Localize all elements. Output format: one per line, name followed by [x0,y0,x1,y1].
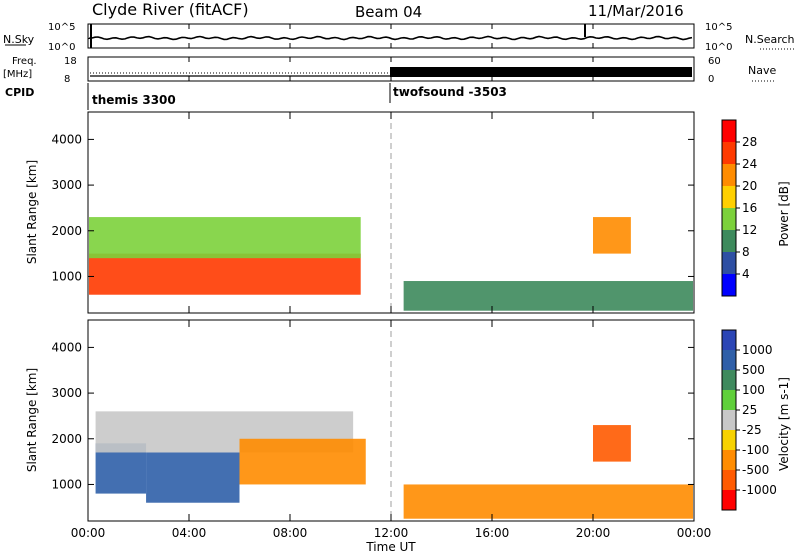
nsky-tick-bottom: 10^0 [48,42,75,53]
colorbar-tick-label: 4 [742,267,750,281]
nsky-trace [88,35,693,41]
power-colorbar: 28 24 20 16 12 8 4 [721,119,757,297]
colorbar-tick-label: -25 [742,423,762,437]
x-tick-label: 00:00 [71,526,106,540]
x-tick-label: 20:00 [576,526,611,540]
colorbar-tick-label: 1000 [742,343,773,357]
nave-tick-top: 60 [708,56,721,67]
colorbar-swatch [722,120,736,142]
colorbar-tick-label: 28 [742,135,757,149]
colorbar-swatch [722,350,736,370]
x-tick-label: 04:00 [172,526,207,540]
freq-label: Freq. [12,56,37,67]
colorbar-swatch [722,164,736,186]
freq-trace-2 [390,67,692,77]
beam-label: Beam 04 [355,3,422,21]
y-tick-label: 3000 [51,178,82,192]
colorbar-swatch [722,410,736,430]
colorbar-tick-label: -100 [742,443,769,457]
y-tick-label: 1000 [51,269,82,283]
colorbar-swatch [722,230,736,252]
nsearch-label: N.Search [745,33,795,46]
colorbar-swatch [722,470,736,490]
scatter-region [146,452,240,503]
x-tick-label: 00:00 [677,526,712,540]
colorbar-swatch [722,390,736,410]
colorbar-swatch [722,450,736,470]
x-tick-label: 16:00 [475,526,510,540]
power-colorbar-label: Power [dB] [777,181,791,246]
freq-nave-panel: Freq. [MHz] 18 8 60 0 Nave [3,56,776,85]
colorbar-swatch [722,330,736,350]
colorbar-tick-label: -1000 [742,483,777,497]
scatter-region [593,425,631,462]
cpid-twofsound: twofsound -3503 [393,85,507,99]
colorbar-tick-label: 25 [742,403,757,417]
nsearch-tick-top: 10^5 [705,22,732,33]
colorbar-tick-label: -500 [742,463,769,477]
colorbar-swatch [722,186,736,208]
station-title: Clyde River (fitACF) [92,0,249,19]
cpid-themis: themis 3300 [92,93,176,107]
scatter-region [89,217,361,259]
freq-tick-top: 18 [64,56,77,67]
colorbar-tick-label: 24 [742,157,757,171]
date-label: 11/Mar/2016 [588,2,684,20]
y-tick-label: 3000 [51,386,82,400]
colorbar-tick-label: 12 [742,223,757,237]
colorbar-swatch [722,208,736,230]
power-panel: 1000 2000 3000 4000 Slant Range [km] [25,111,695,314]
y-tick-label: 4000 [51,340,82,354]
scatter-region [89,253,361,295]
velocity-colorbar-label: Velocity [m s-1] [777,377,791,471]
colorbar-swatch [722,274,736,296]
scatter-region [239,438,366,485]
colorbar-swatch [722,252,736,274]
velocity-ylabel: Slant Range [km] [25,368,39,472]
time-axis-label: Time UT [365,540,416,554]
freq-unit-label: [MHz] [3,69,32,80]
scatter-region [593,217,631,254]
y-tick-label: 1000 [51,477,82,491]
colorbar-swatch [722,430,736,450]
colorbar-tick-label: 100 [742,383,765,397]
colorbar-swatch [722,142,736,164]
nsky-tick-top: 10^5 [48,22,75,33]
velocity-colorbar: 1000 500 100 25 -25 -100 -500 -1000 [721,329,777,511]
nave-label: Nave [748,64,776,77]
velocity-panel: 1000 2000 3000 4000 Slant Range [km] [25,319,695,522]
scatter-region [403,281,693,311]
freq-tick-bottom: 8 [64,74,70,85]
colorbar-swatch [722,370,736,390]
y-tick-label: 4000 [51,132,82,146]
y-tick-label: 2000 [51,432,82,446]
nave-tick-bottom: 0 [708,74,714,85]
cpid-label: CPID [5,86,34,99]
x-tick-label: 08:00 [273,526,308,540]
scatter-region [403,484,693,519]
time-axis: 00:00 04:00 08:00 12:00 16:00 20:00 00:00 [71,24,712,540]
colorbar-tick-label: 16 [742,201,757,215]
nsky-label: N.Sky [3,33,35,46]
x-tick-label: 12:00 [374,526,409,540]
nsearch-tick-bottom: 10^0 [705,42,732,53]
colorbar-tick-label: 500 [742,363,765,377]
power-ylabel: Slant Range [km] [25,160,39,264]
colorbar-tick-label: 8 [742,245,750,259]
y-tick-label: 2000 [51,224,82,238]
colorbar-swatch [722,490,736,510]
nsky-panel: N.Sky 10^5 10^0 10^5 10^0 N.Search [3,22,795,53]
colorbar-tick-label: 20 [742,179,757,193]
cpid-row: CPID themis 3300 twofsound -3503 [5,83,507,110]
